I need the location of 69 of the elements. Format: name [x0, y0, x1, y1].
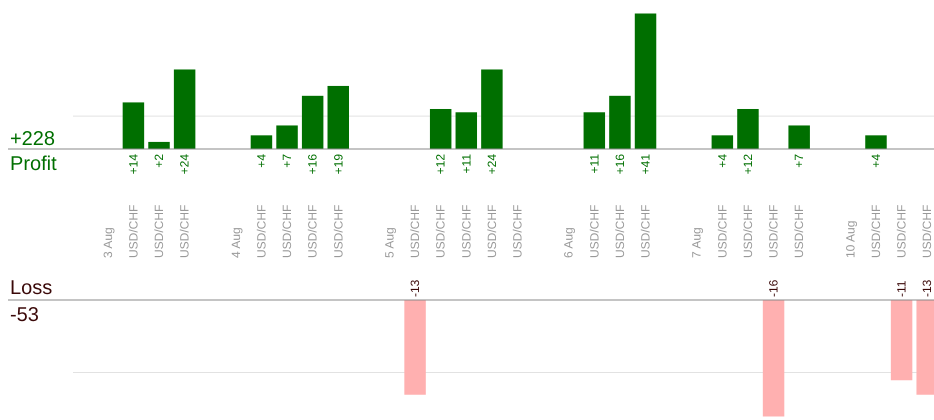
bar — [174, 69, 196, 150]
x-tick-label: USD/CHF — [894, 204, 909, 258]
x-tick-label: 4 Aug — [228, 227, 243, 258]
x-tick-label: 3 Aug — [100, 227, 115, 258]
bar — [430, 108, 452, 150]
bar — [122, 102, 144, 150]
bar — [328, 86, 349, 150]
x-tick-label: USD/CHF — [792, 204, 806, 258]
data-label: +16 — [612, 154, 627, 174]
chart-title: Loss — [10, 277, 52, 299]
bar — [865, 135, 887, 150]
text: Profit — [10, 153, 58, 175]
x-tick-label: USD/CHF — [459, 204, 474, 258]
data-label: -16 — [766, 279, 781, 297]
data-label: +7 — [792, 154, 806, 168]
data-label: +2 — [152, 154, 166, 168]
bar — [456, 112, 478, 150]
bar — [634, 14, 656, 150]
x-tick-label: USD/CHF — [868, 204, 883, 258]
x-tick-label: USD/CHF — [638, 204, 653, 258]
x-tick-label: USD/CHF — [306, 204, 320, 258]
data-label: +4 — [254, 154, 268, 168]
bar — [302, 96, 324, 150]
x-tick-label: USD/CHF — [178, 204, 192, 258]
data-label: +14 — [126, 154, 140, 174]
x-tick-label: USD/CHF — [280, 204, 294, 258]
data-label: +11 — [587, 154, 602, 174]
bar — [276, 125, 298, 150]
bar — [609, 96, 631, 150]
bar — [584, 112, 606, 150]
x-tick-label: 6 Aug — [562, 227, 576, 258]
x-tick-label: USD/CHF — [408, 204, 422, 258]
data-label: +4 — [868, 154, 883, 168]
x-tick-label: 7 Aug — [690, 227, 704, 258]
data-label: -13 — [920, 279, 934, 297]
bar — [481, 69, 503, 150]
bar — [712, 135, 734, 150]
x-tick-label: USD/CHF — [484, 204, 499, 258]
data-label: +16 — [306, 154, 320, 174]
data-label: +19 — [331, 154, 346, 174]
data-label: +7 — [280, 154, 294, 168]
x-tick-label: USD/CHF — [920, 204, 934, 258]
data-label: +12 — [434, 154, 448, 174]
data-label: +24 — [178, 154, 192, 174]
x-tick-label: USD/CHF — [510, 204, 524, 258]
bar — [737, 108, 759, 150]
data-label: +11 — [459, 154, 474, 174]
x-tick-label: USD/CHF — [152, 204, 166, 258]
x-tick-label: USD/CHF — [766, 204, 781, 258]
x-tick-label: USD/CHF — [587, 204, 602, 258]
x-tick-label: USD/CHF — [254, 204, 268, 258]
x-tick-label: USD/CHF — [434, 204, 448, 258]
x-tick-label: USD/CHF — [612, 204, 627, 258]
x-tick-label: USD/CHF — [126, 204, 140, 258]
data-label: +24 — [484, 154, 499, 174]
x-tick-label: 10 Aug — [843, 220, 858, 258]
data-label: +12 — [740, 154, 755, 174]
x-tick-label: USD/CHF — [331, 204, 346, 258]
x-tick-label: 5 Aug — [382, 227, 396, 258]
data-label: +4 — [715, 154, 730, 168]
data-label: -13 — [408, 279, 422, 297]
chart-subtitle: -53 — [10, 304, 39, 326]
text: +228 — [10, 128, 56, 150]
bar — [788, 125, 810, 150]
data-label: +41 — [638, 154, 653, 174]
x-tick-label: USD/CHF — [740, 204, 755, 258]
bar — [250, 135, 272, 150]
data-label: -11 — [894, 280, 909, 297]
x-tick-label: USD/CHF — [715, 204, 730, 258]
